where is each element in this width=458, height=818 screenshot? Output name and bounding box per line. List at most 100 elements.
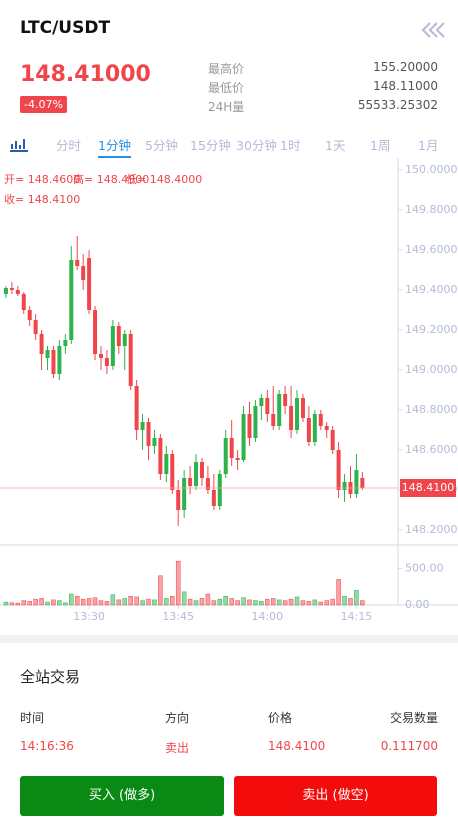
candle-body: [259, 398, 264, 406]
back-icon[interactable]: [420, 20, 446, 40]
candle-body: [170, 454, 175, 490]
y-tick-label: 150.0000: [405, 163, 458, 176]
volume-bar: [312, 599, 318, 606]
volume-bar: [253, 600, 258, 606]
volume-bar: [282, 600, 288, 606]
candle-body: [223, 438, 228, 474]
volume-bar: [152, 599, 157, 606]
candle-body: [271, 414, 276, 426]
candle-body: [176, 490, 181, 510]
volume-bar: [235, 600, 240, 606]
volume-bar: [288, 598, 294, 606]
volume-bar: [57, 600, 62, 606]
interval-tab[interactable]: 1天: [325, 138, 346, 153]
column-header: 交易数量: [389, 711, 438, 725]
column-header: 方向: [165, 711, 190, 725]
candle-body: [63, 340, 68, 346]
interval-tab[interactable]: 1时: [280, 138, 301, 153]
volume-bar: [92, 597, 98, 606]
interval-tab[interactable]: 15分钟: [190, 138, 231, 153]
candle-body: [110, 326, 115, 366]
volume-bar: [276, 599, 282, 606]
candle-body: [229, 438, 234, 458]
candle-body: [300, 398, 305, 418]
candle-body: [9, 288, 14, 290]
volume-bar: [259, 601, 264, 606]
candle-body: [241, 414, 246, 460]
interval-tab[interactable]: 分时: [56, 138, 82, 153]
volume-bar: [229, 598, 234, 606]
y-tick-label: 149.8000: [405, 203, 458, 216]
candle-body: [194, 462, 199, 486]
candle-body: [122, 334, 127, 346]
ohlc-info: 收= 148.4100: [4, 192, 80, 206]
candle-body: [21, 294, 26, 310]
interval-tab[interactable]: 1周: [370, 138, 391, 153]
candle-body: [27, 310, 32, 320]
volume-bar: [336, 579, 341, 606]
column-header: 时间: [20, 711, 45, 725]
stat-label: 24H量: [208, 100, 245, 114]
interval-tab[interactable]: 1分钟: [98, 135, 131, 158]
stat-value: 148.11000: [373, 79, 438, 93]
volume-bar: [27, 601, 32, 606]
candle-body: [33, 320, 38, 334]
volume-bar: [300, 600, 306, 606]
stat-label: 最低价: [208, 81, 245, 95]
candle-body: [45, 350, 50, 358]
interval-tab[interactable]: 30分钟: [236, 138, 277, 153]
volume-bar: [205, 593, 211, 606]
volume-bar: [175, 560, 181, 606]
interval-tab[interactable]: 1月: [418, 138, 439, 153]
candle-body: [81, 266, 86, 280]
candle-body: [253, 406, 258, 438]
volume-bar: [294, 596, 300, 606]
candle-body: [342, 482, 347, 490]
buy-button[interactable]: 买入 (做多): [20, 776, 224, 816]
candle-body: [140, 422, 145, 430]
volume-bar: [98, 600, 104, 606]
volume-bar: [360, 600, 365, 606]
volume-bar: [110, 594, 116, 606]
volume-bar: [318, 601, 324, 606]
volume-bar: [69, 593, 74, 606]
separator: [0, 635, 458, 643]
sell-button[interactable]: 卖出 (做空): [234, 776, 437, 816]
interval-tab[interactable]: 5分钟: [145, 138, 178, 153]
volume-bar: [330, 598, 335, 606]
candle-body: [15, 290, 20, 294]
candle-body: [69, 260, 74, 340]
y-tick-label: 149.6000: [405, 243, 458, 256]
candle-body: [354, 470, 359, 494]
volume-bar: [122, 598, 127, 606]
volume-bar: [181, 591, 187, 606]
candle-body: [205, 478, 210, 490]
x-tick-label: 14:15: [341, 610, 373, 623]
x-tick-label: 13:45: [162, 610, 194, 623]
x-tick-label: 13:30: [73, 610, 105, 623]
candle-body: [324, 426, 329, 430]
volume-bar: [104, 601, 110, 606]
candle-body: [211, 490, 216, 506]
candle-body: [3, 288, 8, 294]
volume-bar: [39, 598, 44, 606]
ohlc-info: 低= 148.4000: [126, 173, 202, 186]
candle-body: [330, 430, 335, 450]
volume-bar: [158, 575, 163, 606]
candle-body: [295, 398, 300, 430]
volume-bar: [63, 602, 68, 606]
candle-body: [277, 394, 282, 426]
volume-bar: [354, 590, 359, 606]
last-price: 148.41000: [20, 62, 151, 87]
candle-body: [199, 462, 204, 478]
volume-bar: [271, 598, 276, 606]
stat-value: 155.20000: [373, 60, 438, 74]
chart-icon[interactable]: [8, 136, 30, 152]
candle-body: [146, 422, 151, 446]
volume-bar: [164, 598, 169, 606]
symbol: LTC/USDT: [20, 18, 111, 38]
candle-body: [116, 326, 121, 346]
candle-body: [235, 458, 240, 460]
y-tick-label: 148.2000: [405, 523, 458, 536]
